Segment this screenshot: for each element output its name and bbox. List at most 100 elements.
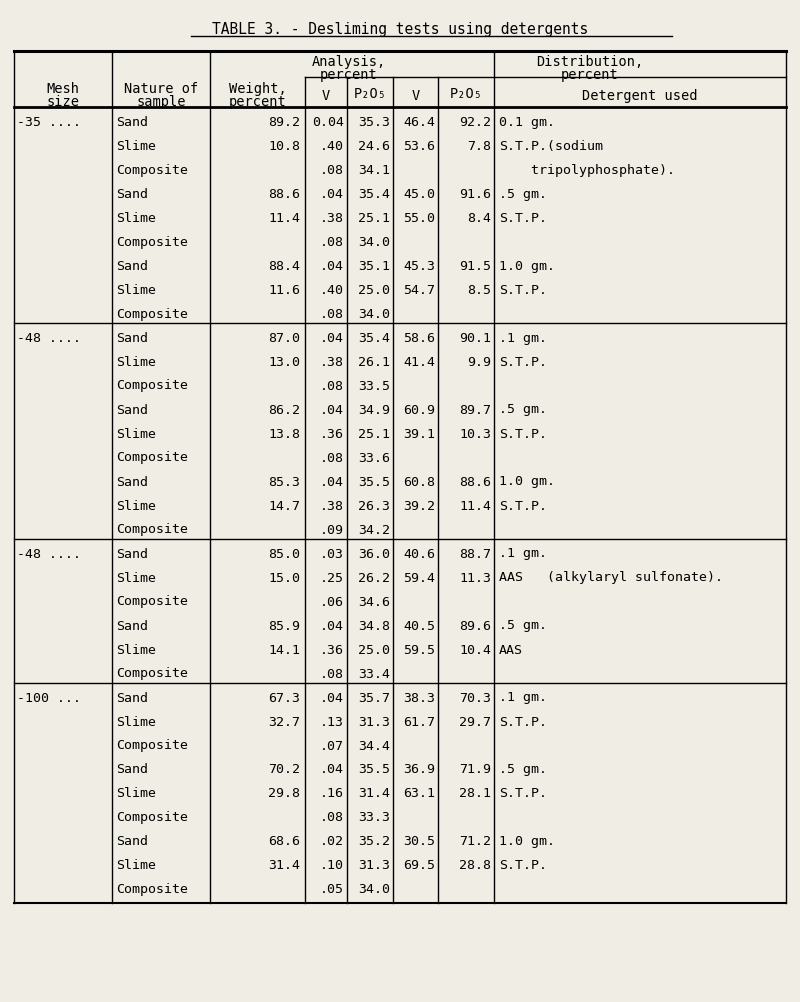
Text: S.T.P.: S.T.P.	[499, 499, 547, 512]
Text: Composite: Composite	[116, 811, 188, 824]
Text: Slime: Slime	[116, 211, 156, 224]
Text: 55.0: 55.0	[403, 211, 435, 224]
Text: 11.4: 11.4	[268, 211, 300, 224]
Text: 67.3: 67.3	[268, 690, 300, 703]
Text: 38.3: 38.3	[403, 690, 435, 703]
Text: 45.3: 45.3	[403, 260, 435, 273]
Text: 31.3: 31.3	[358, 859, 390, 872]
Text: 34.0: 34.0	[358, 235, 390, 248]
Text: 25.0: 25.0	[358, 643, 390, 656]
Text: Slime: Slime	[116, 139, 156, 152]
Text: .04: .04	[320, 260, 344, 273]
Text: 33.3: 33.3	[358, 811, 390, 824]
Text: .09: .09	[320, 523, 344, 536]
Text: Sand: Sand	[116, 332, 148, 344]
Text: 35.3: 35.3	[358, 115, 390, 128]
Text: Slime: Slime	[116, 355, 156, 368]
Text: 33.4: 33.4	[358, 667, 390, 679]
Text: 70.2: 70.2	[268, 763, 300, 776]
Text: 34.6: 34.6	[358, 595, 390, 608]
Text: Sand: Sand	[116, 115, 148, 128]
Text: 35.5: 35.5	[358, 475, 390, 488]
Text: 24.6: 24.6	[358, 139, 390, 152]
Text: 35.7: 35.7	[358, 690, 390, 703]
Text: Composite: Composite	[116, 451, 188, 464]
Text: 14.1: 14.1	[268, 643, 300, 656]
Text: -35 ....: -35 ....	[17, 115, 81, 128]
Text: 30.5: 30.5	[403, 835, 435, 848]
Text: Slime: Slime	[116, 787, 156, 800]
Text: .04: .04	[320, 403, 344, 416]
Text: AAS   (alkylaryl sulfonate).: AAS (alkylaryl sulfonate).	[499, 571, 723, 584]
Text: Slime: Slime	[116, 714, 156, 727]
Text: Sand: Sand	[116, 763, 148, 776]
Text: Sand: Sand	[116, 619, 148, 632]
Text: Sand: Sand	[116, 475, 148, 488]
Text: 31.4: 31.4	[358, 787, 390, 800]
Text: 26.2: 26.2	[358, 571, 390, 584]
Text: .10: .10	[320, 859, 344, 872]
Text: 85.3: 85.3	[268, 475, 300, 488]
Text: 40.6: 40.6	[403, 547, 435, 560]
Text: 10.3: 10.3	[459, 427, 491, 440]
Text: 1.0 gm.: 1.0 gm.	[499, 475, 555, 488]
Text: Sand: Sand	[116, 403, 148, 416]
Text: 71.9: 71.9	[459, 763, 491, 776]
Text: Composite: Composite	[116, 595, 188, 608]
Text: -100 ...: -100 ...	[17, 690, 81, 703]
Text: AAS: AAS	[499, 643, 523, 656]
Text: S.T.P.: S.T.P.	[499, 859, 547, 872]
Text: Mesh: Mesh	[46, 82, 79, 96]
Text: 86.2: 86.2	[268, 403, 300, 416]
Text: 10.8: 10.8	[268, 139, 300, 152]
Text: .08: .08	[320, 308, 344, 321]
Text: 31.4: 31.4	[268, 859, 300, 872]
Text: 91.6: 91.6	[459, 187, 491, 200]
Text: .5 gm.: .5 gm.	[499, 187, 547, 200]
Text: .5 gm.: .5 gm.	[499, 619, 547, 632]
Text: Composite: Composite	[116, 667, 188, 679]
Text: Composite: Composite	[116, 523, 188, 536]
Text: 34.0: 34.0	[358, 883, 390, 896]
Text: 31.3: 31.3	[358, 714, 390, 727]
Text: .25: .25	[320, 571, 344, 584]
Text: P₂O₅: P₂O₅	[354, 87, 386, 101]
Text: 26.3: 26.3	[358, 499, 390, 512]
Text: 88.6: 88.6	[459, 475, 491, 488]
Text: .04: .04	[320, 690, 344, 703]
Text: 15.0: 15.0	[268, 571, 300, 584]
Text: Composite: Composite	[116, 235, 188, 248]
Text: 0.1 gm.: 0.1 gm.	[499, 115, 555, 128]
Text: Slime: Slime	[116, 427, 156, 440]
Text: 25.0: 25.0	[358, 284, 390, 297]
Text: Slime: Slime	[116, 859, 156, 872]
Text: 9.9: 9.9	[467, 355, 491, 368]
Text: 25.1: 25.1	[358, 427, 390, 440]
Text: 53.6: 53.6	[403, 139, 435, 152]
Text: S.T.P.: S.T.P.	[499, 714, 547, 727]
Text: 39.2: 39.2	[403, 499, 435, 512]
Text: 34.0: 34.0	[358, 308, 390, 321]
Text: 11.6: 11.6	[268, 284, 300, 297]
Text: 92.2: 92.2	[459, 115, 491, 128]
Text: Slime: Slime	[116, 284, 156, 297]
Text: 25.1: 25.1	[358, 211, 390, 224]
Text: 35.4: 35.4	[358, 187, 390, 200]
Text: Sand: Sand	[116, 187, 148, 200]
Text: .36: .36	[320, 427, 344, 440]
Text: Analysis,: Analysis,	[312, 55, 386, 69]
Text: 14.7: 14.7	[268, 499, 300, 512]
Text: 35.2: 35.2	[358, 835, 390, 848]
Text: .38: .38	[320, 499, 344, 512]
Text: Composite: Composite	[116, 738, 188, 752]
Text: 89.6: 89.6	[459, 619, 491, 632]
Text: .08: .08	[320, 163, 344, 176]
Text: 88.7: 88.7	[459, 547, 491, 560]
Text: 33.6: 33.6	[358, 451, 390, 464]
Text: 69.5: 69.5	[403, 859, 435, 872]
Text: .08: .08	[320, 235, 344, 248]
Text: .04: .04	[320, 619, 344, 632]
Text: 41.4: 41.4	[403, 355, 435, 368]
Text: 8.5: 8.5	[467, 284, 491, 297]
Text: 34.1: 34.1	[358, 163, 390, 176]
